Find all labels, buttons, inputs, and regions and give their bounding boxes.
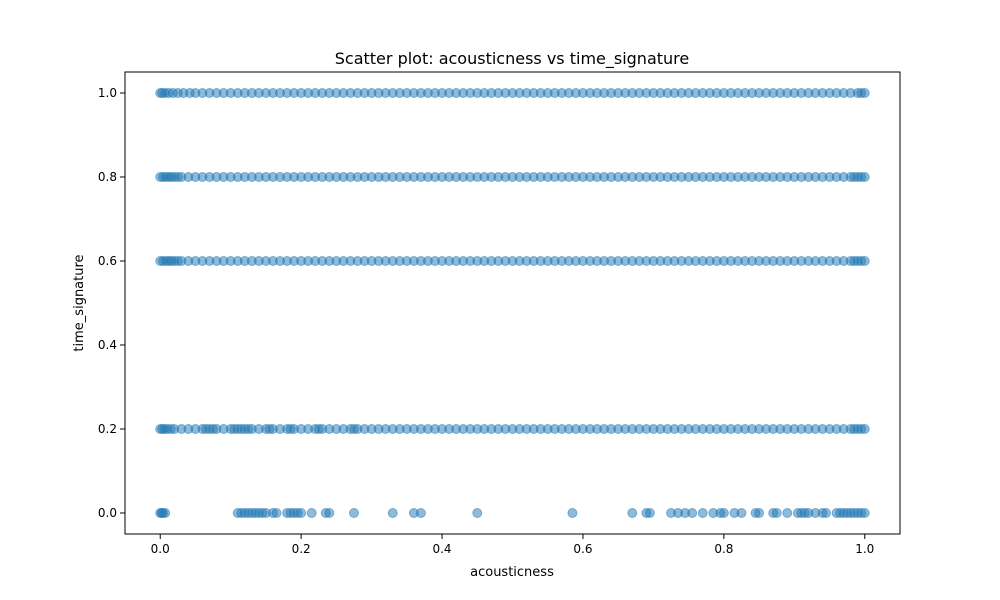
data-point	[160, 508, 171, 518]
data-point	[348, 508, 359, 518]
x-tick-label: 0.4	[432, 542, 451, 556]
plot-frame	[124, 71, 901, 535]
x-tick-label: 0.8	[714, 542, 733, 556]
x-axis-ticks: 0.0 0.2 0.4 0.6 0.8 1.0	[151, 534, 874, 556]
y-axis-ticks: 0.0 0.2 0.4 0.6 0.8 1.0	[98, 86, 125, 520]
data-point	[324, 508, 335, 518]
y-tick-label: 0.6	[98, 254, 117, 268]
x-axis-label: acousticness	[470, 565, 554, 580]
data-point	[782, 508, 793, 518]
y-axis-label: time_signature	[72, 254, 87, 351]
data-point	[859, 172, 870, 182]
chart-title: Scatter plot: acousticness vs time_signa…	[335, 49, 689, 69]
data-point	[859, 424, 870, 434]
data-point	[859, 88, 870, 98]
data-point	[627, 508, 638, 518]
data-point	[859, 508, 870, 518]
data-point	[644, 508, 655, 518]
data-point	[415, 508, 426, 518]
data-point	[718, 508, 729, 518]
x-tick-label: 0.6	[573, 542, 592, 556]
data-point	[687, 508, 698, 518]
data-point	[754, 508, 765, 518]
data-point	[859, 256, 870, 266]
data-point	[567, 508, 578, 518]
data-point	[296, 508, 307, 518]
data-point	[736, 508, 747, 518]
y-tick-label: 0.4	[98, 338, 117, 352]
y-tick-label: 0.2	[98, 422, 117, 436]
y-tick-label: 1.0	[98, 86, 117, 100]
x-tick-label: 0.0	[151, 542, 170, 556]
data-point	[271, 508, 282, 518]
y-tick-label: 0.8	[98, 170, 117, 184]
data-point	[697, 508, 708, 518]
x-tick-label: 0.2	[292, 542, 311, 556]
data-point	[771, 508, 782, 518]
data-point	[821, 508, 832, 518]
data-points	[155, 88, 870, 518]
x-tick-label: 1.0	[855, 542, 874, 556]
y-tick-label: 0.0	[98, 506, 117, 520]
data-point	[306, 508, 317, 518]
data-point	[472, 508, 483, 518]
data-point	[387, 508, 398, 518]
